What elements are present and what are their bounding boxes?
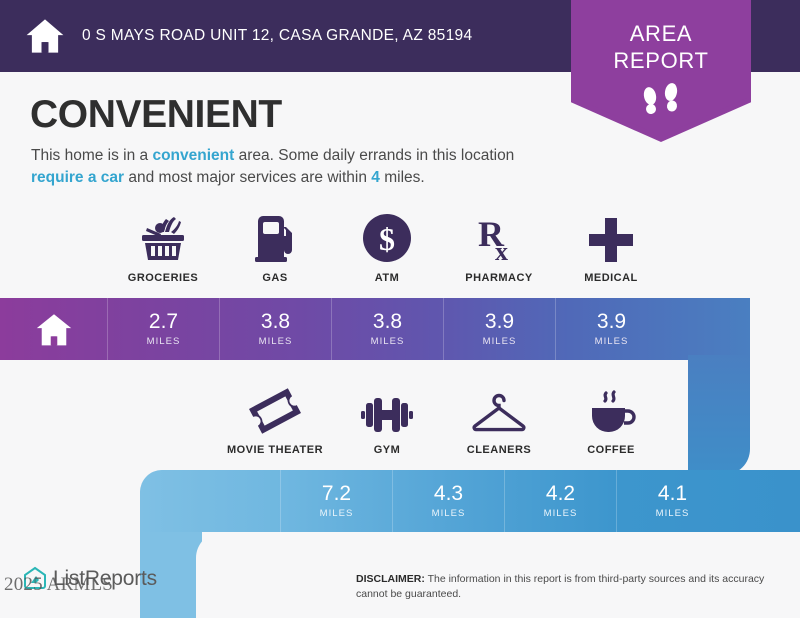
disclaimer-text: The information in this report is from t…	[356, 573, 765, 601]
distance-value: 3.8	[260, 310, 291, 333]
mls-watermark: 2025 ARMLS	[4, 574, 114, 595]
atm-dollar-icon: $	[362, 213, 412, 263]
amenity-gas: GAS	[219, 213, 331, 284]
hanger-icon	[471, 385, 527, 435]
listreports-logo: ListReports	[22, 566, 157, 592]
amenity-icon-row-1: GROCERIES GAS $ ATM R	[107, 213, 667, 284]
svg-text:$: $	[379, 221, 395, 257]
distance-segment: 4.3 MILES	[392, 470, 504, 532]
distance-unit: MILES	[431, 508, 466, 519]
svg-text:R: R	[478, 214, 505, 254]
page-title: CONVENIENT	[30, 93, 282, 136]
dumbbell-icon	[360, 385, 414, 435]
medical-cross-icon	[588, 213, 634, 263]
distance-bar-row-2: 7.2 MILES 4.3 MILES 4.2 MILES 4.1 MILES	[140, 470, 800, 532]
disclaimer-label: DISCLAIMER:	[356, 573, 425, 585]
distance-value: 4.2	[545, 482, 576, 505]
footprints-icon	[643, 83, 678, 114]
subtitle-part-2: area. Some daily errands in this locatio…	[234, 147, 515, 164]
distance-segment: 3.8 MILES	[219, 298, 331, 360]
amenity-pharmacy: R x PHARMACY	[443, 213, 555, 284]
badge-line-2: REPORT	[613, 48, 709, 73]
area-report-badge: AREA REPORT	[575, 0, 747, 136]
subtitle-highlight-1: convenient	[152, 147, 235, 164]
distance-value: 3.9	[484, 310, 515, 333]
subtitle-highlight-2: require a car	[31, 169, 125, 186]
subtitle-part-3: and most major services are within	[124, 169, 372, 186]
groceries-basket-icon	[136, 213, 190, 263]
distance-unit: MILES	[655, 508, 690, 519]
gas-pump-icon	[252, 213, 298, 263]
amenity-label: GROCERIES	[127, 272, 199, 284]
distance-unit: MILES	[482, 336, 517, 347]
amenity-medical: MEDICAL	[555, 213, 667, 284]
amenity-label: COFFEE	[587, 444, 635, 456]
bar-2-inner-cutout	[196, 532, 800, 618]
amenity-movie-theater: MOVIE THEATER	[219, 385, 331, 456]
subtitle-highlight-3: 4	[371, 169, 380, 186]
amenity-label: GAS	[262, 272, 288, 284]
distance-segment: 7.2 MILES	[280, 470, 392, 532]
bar-1-right-wrap	[688, 355, 750, 475]
movie-ticket-icon	[249, 385, 301, 435]
distance-unit: MILES	[543, 508, 578, 519]
coffee-cup-icon	[586, 385, 636, 435]
listreports-wordmark: ListReports	[53, 567, 157, 590]
amenity-groceries: GROCERIES	[107, 213, 219, 284]
distance-value: 2.7	[148, 310, 179, 333]
disclaimer: DISCLAIMER: The information in this repo…	[356, 572, 776, 602]
subtitle-part-4: miles.	[379, 169, 425, 186]
amenity-label: MEDICAL	[584, 272, 638, 284]
badge-line-1: AREA	[629, 21, 693, 46]
distance-segment: 2.7 MILES	[107, 298, 219, 360]
bar-2-spacer	[140, 470, 280, 532]
distance-value: 4.1	[657, 482, 688, 505]
amenity-icon-row-2: MOVIE THEATER GYM	[219, 385, 667, 456]
distance-segment: 3.9 MILES	[555, 298, 667, 360]
distance-segment: 4.1 MILES	[616, 470, 728, 532]
distance-segment: 4.2 MILES	[504, 470, 616, 532]
distance-value: 4.3	[433, 482, 464, 505]
listreports-pentagon-icon	[24, 566, 46, 589]
amenity-label: ATM	[374, 272, 400, 284]
distance-unit: MILES	[319, 508, 354, 519]
distance-unit: MILES	[146, 336, 181, 347]
home-icon	[26, 19, 64, 53]
page-subtitle: This home is in a convenient area. Some …	[31, 145, 561, 189]
distance-value: 3.8	[372, 310, 403, 333]
distance-value: 3.9	[596, 310, 627, 333]
distance-segment: 3.9 MILES	[443, 298, 555, 360]
amenity-label: MOVIE THEATER	[226, 444, 324, 456]
pharmacy-rx-icon: R x	[476, 213, 522, 263]
distance-value: 7.2	[321, 482, 352, 505]
property-address: 0 S MAYS ROAD UNIT 12, CASA GRANDE, AZ 8…	[82, 27, 473, 44]
distance-unit: MILES	[370, 336, 405, 347]
amenity-label: CLEANERS	[466, 444, 532, 456]
amenity-label: GYM	[373, 444, 401, 456]
svg-text:x: x	[495, 237, 508, 263]
distance-segment: 3.8 MILES	[331, 298, 443, 360]
subtitle-part-1: This home is in a	[31, 147, 153, 164]
bar-2-left-wrap	[140, 528, 202, 618]
distance-unit: MILES	[594, 336, 629, 347]
distance-bar-row-1: 2.7 MILES 3.8 MILES 3.8 MILES 3.9 MILES …	[0, 298, 750, 360]
bar-home-marker	[0, 298, 107, 360]
amenity-label: PHARMACY	[465, 272, 533, 284]
amenity-cleaners: CLEANERS	[443, 385, 555, 456]
distance-unit: MILES	[258, 336, 293, 347]
amenity-atm: $ ATM	[331, 213, 443, 284]
amenity-gym: GYM	[331, 385, 443, 456]
amenity-coffee: COFFEE	[555, 385, 667, 456]
